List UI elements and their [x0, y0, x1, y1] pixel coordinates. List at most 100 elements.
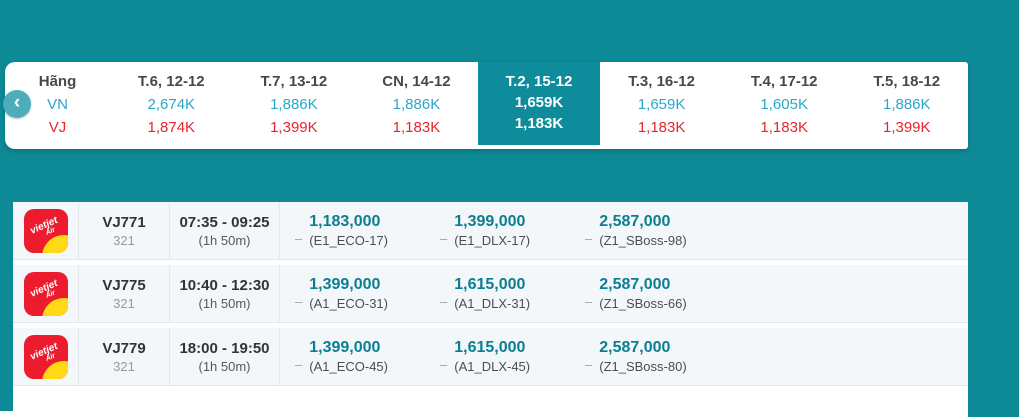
- flight-time-cell: 07:35 - 09:25 (1h 50m): [170, 202, 280, 259]
- fare-class: (A1_ECO-45): [309, 359, 388, 374]
- flight-number: VJ775: [102, 276, 146, 294]
- fare-option[interactable]: – 1,399,000 (A1_ECO-45): [280, 328, 425, 385]
- fare-text: 1,615,000 (A1_DLX-31): [454, 275, 530, 312]
- vn-price: 1,886K: [392, 96, 441, 113]
- aircraft-type: 321: [113, 295, 135, 311]
- row-filler: [715, 202, 968, 259]
- flight-duration: (1h 50m): [198, 295, 251, 311]
- vj-price: 1,183K: [392, 119, 441, 136]
- flight-number-cell: VJ775 321: [79, 265, 170, 322]
- fare-class: (E1_ECO-17): [309, 233, 388, 248]
- fare-class: (E1_DLX-17): [454, 233, 531, 248]
- date-column[interactable]: T.3, 16-12 1,659K 1,183K: [600, 62, 723, 149]
- fare-price: 1,399,000: [309, 276, 381, 293]
- fare-option[interactable]: – 1,399,000 (E1_DLX-17): [425, 202, 570, 259]
- vn-price: 1,605K: [760, 96, 808, 113]
- fare-dash-icon: –: [440, 293, 448, 309]
- vietjet-logo-text: vietjet Air: [28, 214, 60, 237]
- flight-row[interactable]: vietjet Air VJ771 321 07:35 - 09:25 (1h …: [13, 202, 968, 260]
- fare-dash-icon: –: [295, 293, 303, 309]
- flight-results-list: vietjet Air VJ771 321 07:35 - 09:25 (1h …: [13, 202, 968, 417]
- fare-class: (A1_ECO-31): [309, 296, 388, 311]
- date-label: T.3, 16-12: [628, 73, 695, 90]
- flight-time: 18:00 - 19:50: [179, 339, 270, 357]
- row-filler: [715, 265, 968, 322]
- date-label: T.6, 12-12: [137, 73, 205, 90]
- vn-price: 1,886K: [882, 96, 931, 113]
- fare-option[interactable]: – 1,615,000 (A1_DLX-31): [425, 265, 570, 322]
- fare-option[interactable]: – 1,615,000 (A1_DLX-45): [425, 328, 570, 385]
- vj-price: 1,399K: [270, 119, 318, 136]
- fare-class: (A1_DLX-45): [454, 359, 531, 374]
- fare-option[interactable]: – 2,587,000 (Z1_SBoss-66): [570, 265, 715, 322]
- fare-dash-icon: –: [585, 293, 593, 309]
- fare-price: 1,399,000: [309, 339, 381, 356]
- vj-price: 1,183K: [514, 115, 564, 132]
- vn-price: 1,659K: [514, 94, 564, 111]
- flight-time: 07:35 - 09:25: [179, 213, 270, 231]
- fare-option[interactable]: – 1,183,000 (E1_ECO-17): [280, 202, 425, 259]
- flight-number: VJ779: [102, 339, 146, 357]
- date-label: CN, 14-12: [382, 73, 451, 90]
- fare-class: (Z1_SBoss-80): [599, 359, 687, 374]
- fare-price: 2,587,000: [599, 213, 671, 230]
- vj-price: 1,183K: [760, 119, 808, 136]
- fare-dash-icon: –: [585, 356, 593, 372]
- date-label: T.7, 13-12: [260, 73, 328, 90]
- right-teal-strip: [968, 0, 1019, 417]
- row-filler: [715, 328, 968, 385]
- aircraft-type: 321: [113, 232, 135, 248]
- flight-number-cell: VJ779 321: [79, 328, 170, 385]
- fare-class: (Z1_SBoss-98): [599, 233, 687, 248]
- prev-dates-button[interactable]: ‹: [3, 90, 31, 118]
- airline-label-column: Hãng VN VJ: [5, 62, 110, 149]
- fare-price: 2,587,000: [599, 276, 671, 293]
- date-label: T.5, 18-12: [873, 73, 941, 90]
- fare-price: 2,587,000: [599, 339, 671, 356]
- date-price-strip: Hãng VN VJ T.6, 12-12 2,674K 1,874K T.7,…: [5, 62, 968, 149]
- fare-text: 1,399,000 (E1_DLX-17): [454, 212, 530, 249]
- airline-column-header: Hãng: [38, 73, 77, 90]
- vietjet-logo-text: vietjet Air: [28, 277, 60, 300]
- date-column[interactable]: T.6, 12-12 2,674K 1,874K: [110, 62, 233, 149]
- vj-price: 1,183K: [637, 119, 686, 136]
- airline-logo-cell: vietjet Air: [13, 328, 79, 385]
- vietjet-logo: vietjet Air: [23, 271, 68, 316]
- date-column[interactable]: T.5, 18-12 1,886K 1,399K: [845, 62, 968, 149]
- fare-text: 1,615,000 (A1_DLX-45): [454, 338, 530, 375]
- fare-dash-icon: –: [295, 356, 303, 372]
- fare-text: 1,399,000 (A1_ECO-45): [309, 338, 388, 375]
- fare-dash-icon: –: [440, 356, 448, 372]
- fare-option[interactable]: – 2,587,000 (Z1_SBoss-98): [570, 202, 715, 259]
- airline-vn-label: VN: [47, 96, 68, 113]
- flight-duration: (1h 50m): [198, 358, 251, 374]
- airline-logo-cell: vietjet Air: [13, 202, 79, 259]
- vj-price: 1,874K: [147, 119, 196, 136]
- flight-rows: vietjet Air VJ771 321 07:35 - 09:25 (1h …: [13, 202, 968, 386]
- vn-price: 1,659K: [637, 96, 686, 113]
- flight-time: 10:40 - 12:30: [179, 276, 270, 294]
- fare-option[interactable]: – 2,587,000 (Z1_SBoss-80): [570, 328, 715, 385]
- date-column[interactable]: CN, 14-12 1,886K 1,183K: [355, 62, 478, 149]
- fare-text: 1,399,000 (A1_ECO-31): [309, 275, 388, 312]
- flight-time-cell: 10:40 - 12:30 (1h 50m): [170, 265, 280, 322]
- date-columns: T.6, 12-12 2,674K 1,874K T.7, 13-12 1,88…: [110, 62, 968, 149]
- fare-text: 2,587,000 (Z1_SBoss-80): [599, 338, 686, 375]
- flight-number-cell: VJ771 321: [79, 202, 170, 259]
- flight-row[interactable]: vietjet Air VJ779 321 18:00 - 19:50 (1h …: [13, 328, 968, 386]
- date-label: T.4, 17-12: [750, 73, 818, 90]
- aircraft-type: 321: [113, 358, 135, 374]
- vietjet-logo: vietjet Air: [23, 334, 68, 379]
- fare-option[interactable]: – 1,399,000 (A1_ECO-31): [280, 265, 425, 322]
- fare-dash-icon: –: [440, 230, 448, 246]
- date-column-selected[interactable]: T.2, 15-12 1,659K 1,183K: [477, 62, 601, 149]
- flight-row[interactable]: vietjet Air VJ775 321 10:40 - 12:30 (1h …: [13, 265, 968, 323]
- date-column[interactable]: T.4, 17-12 1,605K 1,183K: [723, 62, 846, 149]
- fare-text: 2,587,000 (Z1_SBoss-98): [599, 212, 686, 249]
- fare-price: 1,615,000: [454, 339, 526, 356]
- airline-vj-label: VJ: [48, 119, 67, 136]
- vj-price: 1,399K: [882, 119, 931, 136]
- date-column[interactable]: T.7, 13-12 1,886K 1,399K: [233, 62, 356, 149]
- fare-class: (Z1_SBoss-66): [599, 296, 687, 311]
